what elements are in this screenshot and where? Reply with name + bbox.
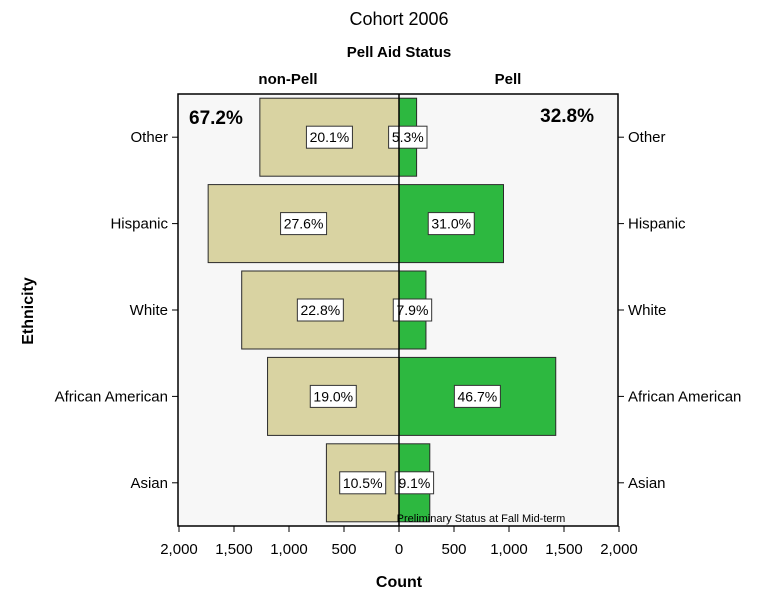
data-label-box-pell-hispanic: [427, 212, 475, 236]
x-tick-label-8: 2,000: [600, 541, 638, 558]
x-tick-label-2: 1,000: [270, 541, 308, 558]
data-label-non-pell-white: 22.8%: [300, 302, 340, 318]
data-label-box-non-pell-other: [305, 125, 353, 149]
data-label-non-pell-other: 20.1%: [310, 129, 350, 145]
data-label-pell-african-american: 46.7%: [458, 388, 498, 404]
y-tick-label-right-african-american: African American: [628, 388, 741, 405]
data-label-box-pell-white: [392, 298, 433, 322]
plot-area: 20.1% 27.6% 22.8% 19.0% 10.5% 5.3% 31.0% 7.9% 46…: [55, 93, 741, 558]
data-label-box-non-pell-hispanic: [280, 212, 328, 236]
data-label-non-pell-asian: 10.5%: [343, 475, 383, 491]
data-label-pell-other: 5.3%: [392, 129, 424, 145]
data-label-box-non-pell-african-american: [309, 384, 357, 408]
chart-subtitle: Pell Aid Status: [347, 44, 451, 61]
bar-non-pell-other: [259, 97, 400, 177]
y-tick-label-right-white: White: [628, 302, 666, 319]
chart-title: Cohort 2006: [349, 9, 448, 29]
y-tick-label-right-asian: Asian: [628, 475, 666, 492]
x-tick-label-0: 2,000: [160, 541, 198, 558]
panel-label-pell: Pell: [495, 71, 522, 88]
y-tick-label-left-african-american: African American: [55, 388, 168, 405]
data-label-box-pell-asian: [394, 471, 435, 495]
total-percent-pell: 32.8%: [540, 106, 594, 127]
data-label-pell-hispanic: 31.0%: [431, 216, 471, 232]
y-tick-label-left-asian: Asian: [130, 475, 168, 492]
x-tick-label-3: 500: [331, 541, 356, 558]
data-label-non-pell-african-american: 19.0%: [313, 388, 353, 404]
panel-label-non-pell: non-Pell: [258, 71, 317, 88]
y-tick-label-right-hispanic: Hispanic: [628, 216, 686, 233]
x-tick-label-1: 1,500: [215, 541, 253, 558]
data-label-pell-asian: 9.1%: [398, 475, 430, 491]
x-tick-label-7: 1,500: [545, 541, 583, 558]
data-label-non-pell-hispanic: 27.6%: [284, 216, 324, 232]
y-axis-title: Ethnicity: [20, 277, 37, 345]
data-label-box-non-pell-asian: [339, 471, 387, 495]
y-tick-label-left-hispanic: Hispanic: [110, 216, 168, 233]
y-tick-label-right-other: Other: [628, 129, 666, 146]
x-tick-label-5: 500: [441, 541, 466, 558]
data-label-box-pell-other: [388, 125, 428, 149]
y-tick-label-left-white: White: [130, 302, 168, 319]
x-tick-label-6: 1,000: [490, 541, 528, 558]
total-percent-non-pell: 67.2%: [189, 108, 243, 129]
footnote-text: Preliminary Status at Fall Mid-term: [397, 513, 566, 525]
x-tick-label-4: 0: [395, 541, 403, 558]
data-label-pell-white: 7.9%: [397, 302, 429, 318]
data-label-box-pell-african-american: [453, 384, 501, 408]
x-axis-title: Count: [376, 574, 423, 590]
y-tick-label-left-other: Other: [130, 129, 168, 146]
data-label-box-non-pell-white: [296, 298, 344, 322]
